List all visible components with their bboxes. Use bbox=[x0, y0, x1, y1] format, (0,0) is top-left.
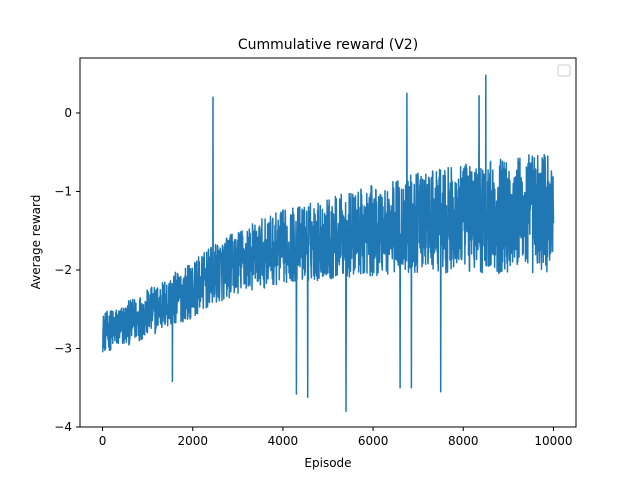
y-tick-label: −1 bbox=[54, 184, 72, 198]
x-tick-label: 2000 bbox=[177, 434, 208, 448]
x-tick-label: 6000 bbox=[358, 434, 389, 448]
legend-box bbox=[557, 64, 571, 77]
x-axis-label: Episode bbox=[304, 456, 351, 470]
y-tick-label: −2 bbox=[54, 263, 72, 277]
x-axis: 0 2000 4000 6000 8000 10000 bbox=[99, 427, 573, 448]
x-tick-label: 10000 bbox=[534, 434, 572, 448]
y-tick-label: 0 bbox=[64, 106, 72, 120]
chart-title: Cummulative reward (V2) bbox=[238, 37, 418, 53]
x-tick-label: 8000 bbox=[448, 434, 479, 448]
series-line bbox=[102, 74, 555, 413]
y-tick-label: −3 bbox=[54, 341, 72, 355]
plot-frame bbox=[79, 57, 577, 428]
series-layer bbox=[102, 74, 555, 413]
x-tick-label: 0 bbox=[99, 434, 107, 448]
y-axis-label: Average reward bbox=[29, 195, 43, 290]
y-axis: −4 −3 −2 −1 0 bbox=[54, 106, 80, 434]
y-tick-label: −4 bbox=[54, 420, 72, 434]
x-tick-label: 4000 bbox=[268, 434, 299, 448]
